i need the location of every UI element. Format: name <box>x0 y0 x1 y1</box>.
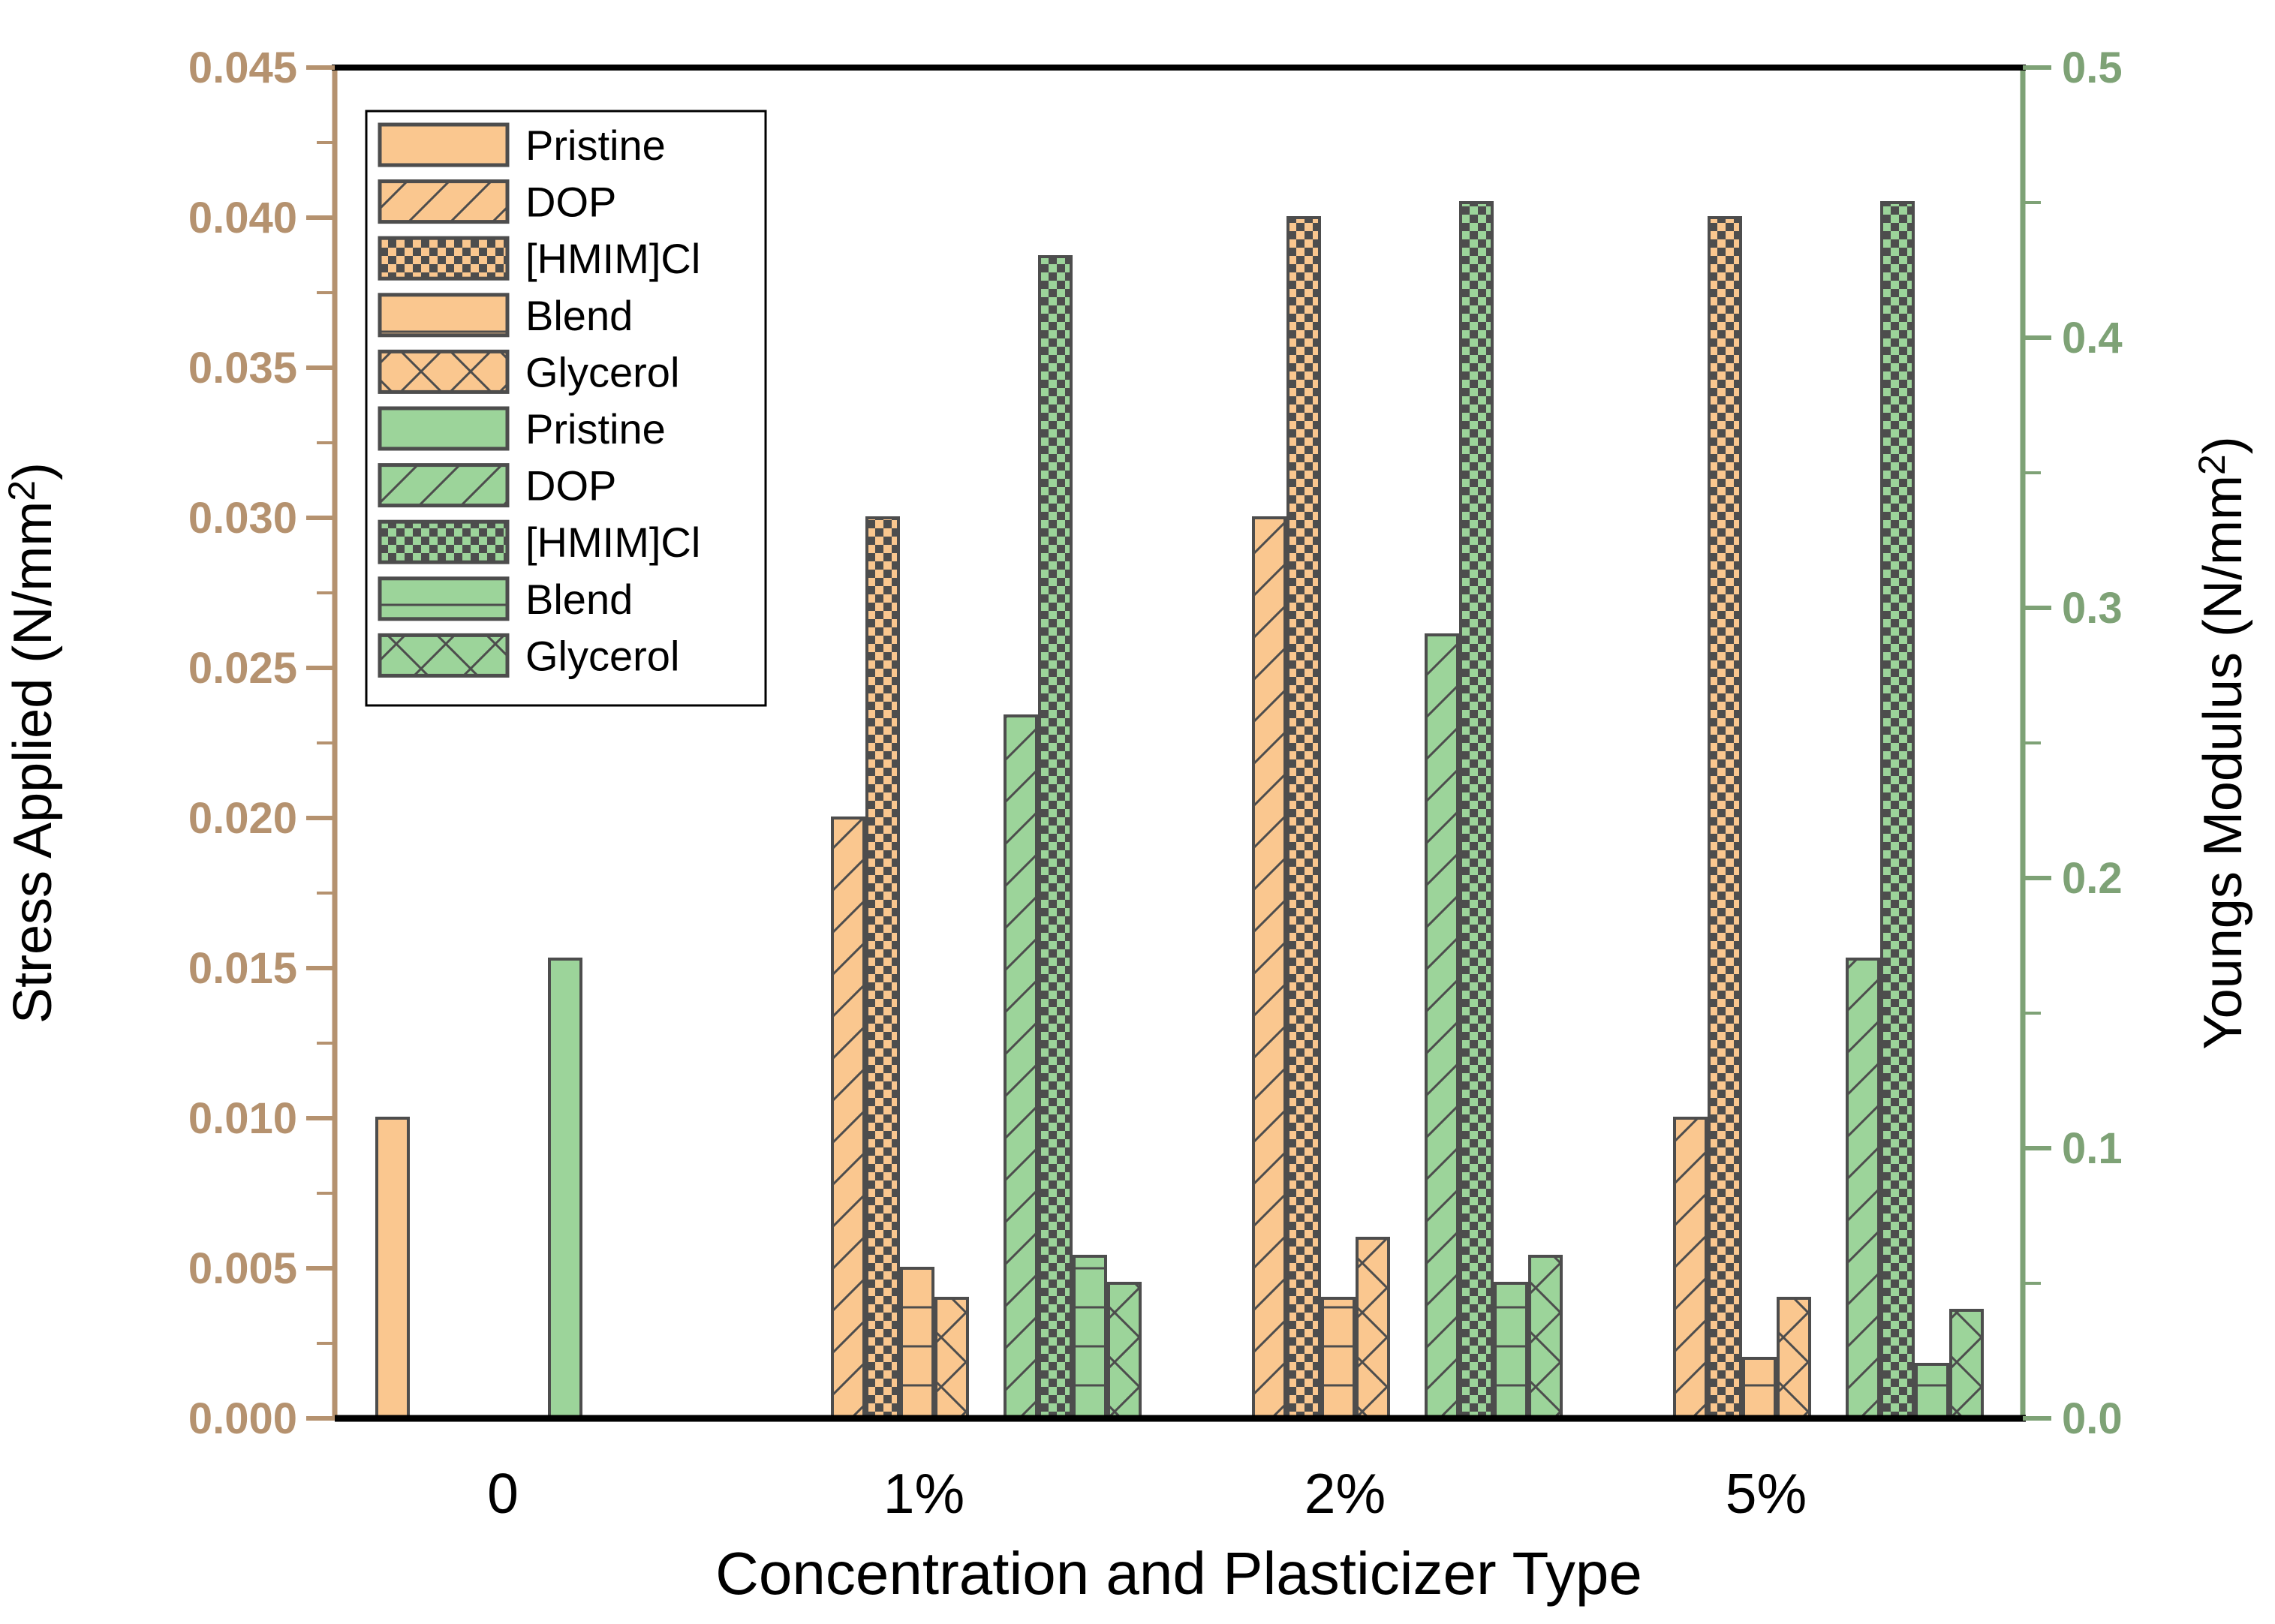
bar-orange-Blend-5% <box>1742 1357 1777 1420</box>
x-tick-label: 2% <box>1305 1462 1386 1525</box>
y-axis-left-title: Stress Applied (N/mm2) <box>1 462 63 1024</box>
bar-green-DOP-5% <box>1846 958 1880 1420</box>
legend-swatch-green-DOP <box>378 463 510 508</box>
right-tick-label: 0.3 <box>2062 584 2123 633</box>
left-tick-label: 0.000 <box>188 1394 297 1443</box>
left-tick-label: 0.020 <box>188 794 297 843</box>
legend-label: Glycerol <box>525 632 679 679</box>
bar-green-[HMIM]Cl-5% <box>1880 201 1915 1420</box>
bar-green-Glycerol-2% <box>1528 1255 1563 1420</box>
right-tick-label: 0.0 <box>2062 1394 2123 1443</box>
legend-swatch-green-[HMIM]Cl <box>378 519 510 564</box>
legend-label: DOP <box>525 462 616 510</box>
bar-orange-DOP-1% <box>831 817 865 1420</box>
legend-label: Blend <box>525 292 633 339</box>
left-tick-label: 0.005 <box>188 1244 297 1293</box>
y-axis-right-title: Youngs Modulus (N/mm2) <box>2191 436 2253 1049</box>
x-tick-label: 5% <box>1726 1462 1807 1525</box>
left-tick-label: 0.010 <box>188 1094 297 1143</box>
legend-label: Glycerol <box>525 348 679 395</box>
bar-green-Blend-2% <box>1494 1282 1528 1420</box>
bars <box>375 201 1984 1420</box>
x-tick-label: 0 <box>487 1462 519 1525</box>
legend-swatch-orange-Glycerol <box>378 349 510 394</box>
bar-orange-[HMIM]Cl-1% <box>865 516 900 1420</box>
legend-swatch-orange-[HMIM]Cl <box>378 236 510 281</box>
bar-green-[HMIM]Cl-2% <box>1459 201 1494 1420</box>
bar-orange-Blend-2% <box>1321 1297 1356 1420</box>
legend-swatch-orange-Blend <box>378 293 510 338</box>
bar-green-Glycerol-5% <box>1949 1309 1984 1420</box>
bar-orange-Pristine-0 <box>375 1117 410 1420</box>
left-tick-label: 0.035 <box>188 344 297 392</box>
bar-orange-[HMIM]Cl-2% <box>1286 216 1321 1420</box>
x-axis-title: Concentration and Plasticizer Type <box>715 1540 1642 1607</box>
legend-label: Blend <box>525 576 633 623</box>
bar-orange-Glycerol-1% <box>934 1297 969 1420</box>
left-tick-label: 0.045 <box>188 44 297 92</box>
legend-swatch-green-Blend <box>378 576 510 621</box>
bar-orange-DOP-2% <box>1252 516 1286 1420</box>
legend-label: [HMIM]Cl <box>525 519 700 566</box>
left-tick-label: 0.040 <box>188 194 297 242</box>
legend-label: [HMIM]Cl <box>525 235 700 282</box>
legend-label: Pristine <box>525 405 666 453</box>
bar-green-[HMIM]Cl-1% <box>1038 255 1073 1420</box>
left-tick-label: 0.030 <box>188 494 297 543</box>
bar-green-Blend-1% <box>1073 1255 1107 1420</box>
x-tick-label: 1% <box>883 1462 964 1525</box>
legend-swatch-orange-DOP <box>378 179 510 224</box>
right-tick-label: 0.5 <box>2062 44 2123 92</box>
bar-orange-Glycerol-5% <box>1777 1297 1811 1420</box>
legend-swatch-green-Pristine <box>378 406 510 451</box>
legend-label: DOP <box>525 179 616 226</box>
left-tick-label: 0.015 <box>188 944 297 993</box>
bar-green-Pristine-0 <box>548 958 582 1420</box>
bar-orange-Blend-1% <box>900 1267 934 1420</box>
bar-green-Blend-5% <box>1915 1363 1949 1420</box>
legend: Pristine DOP [HMIM]Cl Blend Glycerol Pristine… <box>365 110 767 707</box>
bar-green-Glycerol-1% <box>1107 1282 1142 1420</box>
bar-orange-Glycerol-2% <box>1356 1237 1390 1420</box>
legend-swatch-green-Glycerol <box>378 633 510 678</box>
legend-label: Pristine <box>525 122 666 169</box>
bar-orange-[HMIM]Cl-5% <box>1708 216 1742 1420</box>
left-tick-label: 0.025 <box>188 644 297 693</box>
legend-swatch-orange-Pristine <box>378 122 510 167</box>
right-tick-label: 0.4 <box>2062 314 2123 362</box>
bar-orange-DOP-5% <box>1673 1117 1708 1420</box>
right-tick-label: 0.2 <box>2062 854 2123 903</box>
axes: 0.000 0.005 0.010 0.015 0.020 0.025 0.030 0.035… <box>1 44 2253 1607</box>
bar-green-DOP-1% <box>1004 714 1038 1420</box>
right-tick-label: 0.1 <box>2062 1124 2123 1173</box>
bar-green-DOP-2% <box>1425 633 1459 1420</box>
